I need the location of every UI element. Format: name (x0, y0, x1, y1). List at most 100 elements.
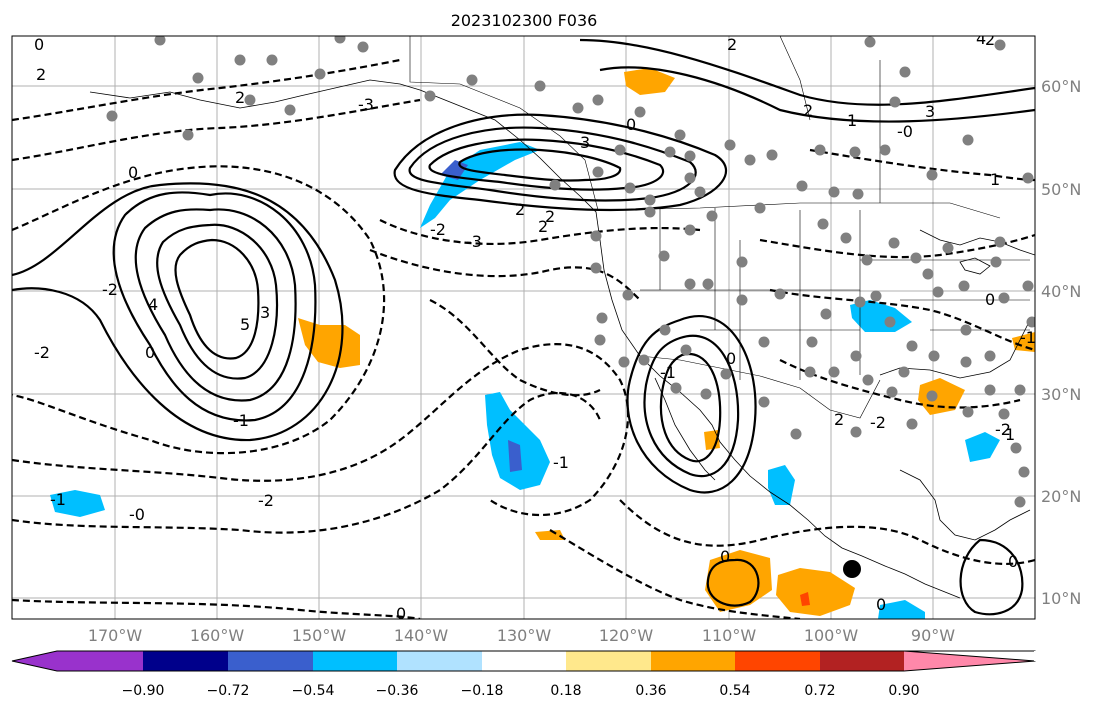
station-dot (804, 366, 816, 378)
contour-label: -3 (358, 95, 374, 114)
station-dot (644, 206, 656, 218)
station-dot (549, 179, 561, 191)
negative-contour-8 (759, 233, 1035, 259)
colorbar-segment (397, 651, 482, 671)
contour-label: 4 (976, 29, 986, 48)
contour-label: 0 (128, 163, 138, 182)
station-dot (898, 366, 910, 378)
negative-contour-15 (429, 299, 601, 397)
alaska-contour-3 (428, 138, 665, 191)
station-dot (998, 292, 1010, 304)
station-dot (774, 288, 786, 300)
contour-label: -3 (466, 232, 482, 251)
station-dot (724, 139, 736, 151)
colorbar-segment (566, 651, 651, 671)
lon-label: 90°W (911, 626, 955, 645)
colorbar-tick-labels: −0.90 −0.72 −0.54 −0.36 −0.18 0.18 0.36 … (122, 683, 920, 699)
contour-label: 0 (1008, 552, 1018, 571)
station-dot (334, 36, 346, 44)
station-dot (926, 169, 938, 181)
positive-anomaly-east (1012, 332, 1035, 352)
us-mexico-border (639, 355, 881, 419)
station-dot (314, 68, 326, 80)
station-dot (680, 344, 692, 356)
station-dot (614, 144, 626, 156)
station-dot (932, 286, 944, 298)
contour-label: -2 (995, 420, 1011, 439)
alaska-contour-1 (393, 113, 728, 212)
northern-solid-contour-2 (579, 38, 1035, 106)
contour-label: 1 (990, 170, 1000, 189)
high-pressure-contour-4 (174, 238, 260, 360)
station-dot (906, 418, 918, 430)
yucatan-coastline (899, 469, 1031, 541)
station-dot (928, 350, 940, 362)
station-dot (879, 144, 891, 156)
station-dot (852, 188, 864, 200)
station-dot (994, 236, 1006, 248)
colorbar-tick: 0.36 (635, 683, 666, 699)
contour-label: 1 (847, 111, 857, 130)
station-dot (684, 150, 696, 162)
colorbar-segment (820, 651, 904, 671)
station-dot (1018, 466, 1030, 478)
station-dot (572, 102, 584, 114)
contour-label: 0 (876, 595, 886, 614)
station-dot (984, 350, 996, 362)
colorbar (11, 650, 1036, 672)
station-dot (994, 39, 1006, 51)
station-dot (644, 194, 656, 206)
high-pressure-contour-2 (134, 208, 297, 402)
colorbar-segment (143, 651, 228, 671)
station-dot (684, 224, 696, 236)
lat-label: 40°N (1041, 282, 1081, 301)
negative-contour-7 (369, 248, 641, 301)
negative-contour-14 (12, 598, 421, 619)
station-dot (1022, 172, 1034, 184)
station-dot (659, 324, 671, 336)
contour-label: 0 (396, 604, 406, 623)
colorbar-segment (482, 651, 566, 671)
station-dot (1022, 280, 1034, 292)
lat-label: 60°N (1041, 77, 1081, 96)
station-dot (357, 41, 369, 53)
station-dot (906, 340, 918, 352)
contour-label: 2 (36, 65, 46, 84)
station-dot (624, 182, 636, 194)
contour-label: 2 (834, 410, 844, 429)
station-dot (590, 230, 602, 242)
cutoff-low-contour-2 (643, 334, 740, 478)
station-dot (424, 90, 436, 102)
high-pressure-contour-3 (156, 223, 279, 380)
contour-label: 2 (515, 200, 525, 219)
station-dot (820, 308, 832, 320)
station-dot (234, 54, 246, 66)
negative-contour-1 (12, 165, 386, 455)
lon-label: 170°W (88, 626, 143, 645)
station-dot (192, 72, 204, 84)
station-dot (590, 262, 602, 274)
station-dot (888, 237, 900, 249)
station-dot (736, 256, 748, 268)
contour-label: 0 (34, 35, 44, 54)
contour-label: 4 (148, 295, 158, 314)
station-dot (942, 242, 954, 254)
station-dot (592, 166, 604, 178)
contour-label: 0 (985, 290, 995, 309)
colorbar-extend-low (12, 651, 57, 671)
station-dot (1014, 384, 1026, 396)
station-dot (828, 186, 840, 198)
contour-label: 3 (580, 133, 590, 152)
map-frame (11, 35, 1036, 620)
station-dot (889, 96, 901, 108)
contour-label: 0 (720, 547, 730, 566)
alaska-contour-4 (458, 148, 622, 182)
station-dot (664, 146, 676, 158)
station-dot (854, 296, 866, 308)
contour-label: 2 (538, 217, 548, 236)
negative-anomaly-south (878, 600, 925, 619)
station-dot (754, 202, 766, 214)
contour-label: 2 (727, 35, 737, 54)
contour-label: -0 (129, 505, 145, 524)
station-dot (466, 74, 478, 86)
